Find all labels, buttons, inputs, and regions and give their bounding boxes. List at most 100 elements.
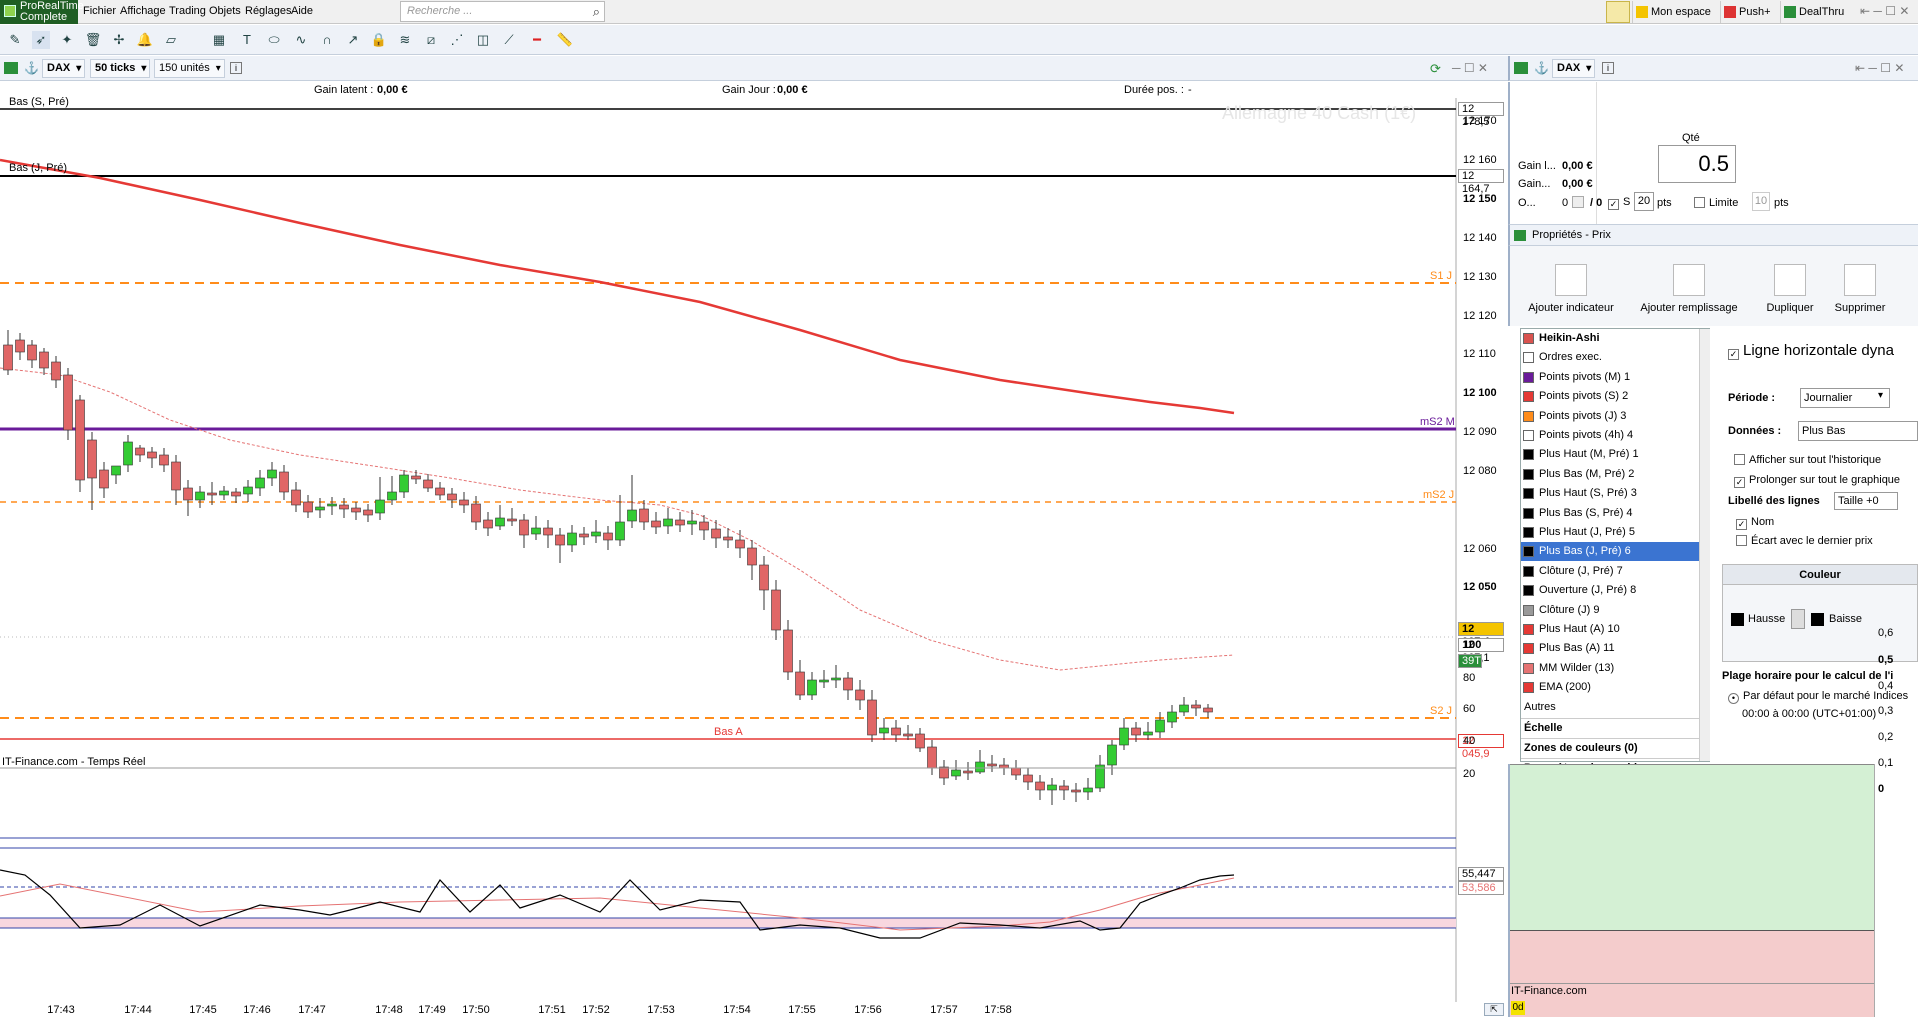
order-window-controls[interactable]: ⇤ ─ ☐ ✕: [1855, 61, 1905, 75]
list-item[interactable]: Plus Haut (J, Pré) 5: [1521, 523, 1699, 542]
list-item[interactable]: Plus Bas (S, Pré) 4: [1521, 504, 1699, 523]
arrow-icon[interactable]: ↗: [347, 32, 359, 47]
trash-icon[interactable]: 🗑: [84, 32, 102, 47]
info-icon[interactable]: i: [230, 62, 242, 74]
push-button[interactable]: Push+: [1720, 1, 1778, 23]
libelle-select[interactable]: Taille +0: [1834, 492, 1898, 510]
grid-icon[interactable]: ▦: [212, 32, 226, 47]
shape-icon[interactable]: ⬭: [268, 32, 280, 47]
list-item[interactable]: Points pivots (4h) 4: [1521, 426, 1699, 445]
duplicate-button[interactable]: Dupliquer: [1760, 264, 1820, 314]
list-item[interactable]: Plus Haut (S, Pré) 3: [1521, 484, 1699, 503]
link-colors-icon[interactable]: [1791, 609, 1805, 629]
bell-icon[interactable]: 🔔: [136, 32, 154, 47]
stop-checkbox[interactable]: ✓ S: [1608, 196, 1631, 210]
list-item[interactable]: Heikin-Ashi: [1521, 329, 1699, 348]
link-icon[interactable]: ⚓: [24, 61, 39, 75]
o-stepper[interactable]: [1572, 196, 1584, 208]
list-item[interactable]: Plus Haut (M, Pré) 1: [1521, 445, 1699, 464]
stop-input[interactable]: 20: [1634, 192, 1654, 211]
menu-reglages[interactable]: Réglages: [245, 5, 292, 17]
baisse-swatch[interactable]: [1811, 613, 1824, 626]
list-item[interactable]: Plus Haut (A) 10: [1521, 620, 1699, 639]
hausse-swatch[interactable]: [1731, 613, 1744, 626]
list-item[interactable]: Points pivots (J) 3: [1521, 407, 1699, 426]
alert-icon[interactable]: [1606, 1, 1630, 23]
search-input[interactable]: Recherche ... ⌕: [400, 1, 605, 22]
expand-icon[interactable]: ⇱: [1484, 1003, 1504, 1016]
add-fill-button[interactable]: Ajouter remplissage: [1636, 264, 1742, 314]
ruler-icon[interactable]: ◫: [476, 32, 490, 47]
fan-icon[interactable]: ⋰: [450, 32, 464, 47]
list-group[interactable]: Zones de couleurs (0): [1521, 737, 1699, 757]
afficher-checkbox[interactable]: Afficher sur tout l'historique: [1734, 454, 1881, 466]
chart-window-controls[interactable]: ─ ☐ ✕: [1452, 61, 1488, 75]
time-tick: 17:48: [375, 1004, 403, 1016]
settings-title-checkbox[interactable]: ✓ Ligne horizontale dyna: [1728, 342, 1894, 360]
list-item[interactable]: EMA (200): [1521, 678, 1699, 697]
list-group[interactable]: Échelle: [1521, 717, 1699, 737]
limite-checkbox[interactable]: Limite: [1694, 197, 1738, 209]
window-controls[interactable]: ⇤ ─ ☐ ✕: [1860, 4, 1910, 18]
menu-trading[interactable]: Trading: [169, 5, 206, 17]
units-select[interactable]: 150 unités: [154, 59, 225, 78]
chevron-down-icon[interactable]: ▾: [1878, 390, 1884, 401]
nom-checkbox[interactable]: ✓ Nom: [1736, 516, 1775, 530]
pencil-icon[interactable]: ✎: [9, 32, 21, 47]
order-info-icon[interactable]: i: [1602, 62, 1614, 74]
list-item[interactable]: Clôture (J, Pré) 7: [1521, 562, 1699, 581]
mon-espace-button[interactable]: Mon espace: [1632, 1, 1718, 23]
menu-objets[interactable]: Objets: [209, 5, 241, 17]
trend-line-icon[interactable]: ⟋: [504, 32, 514, 47]
limite-input[interactable]: 10: [1752, 192, 1770, 211]
list-item[interactable]: Points pivots (S) 2: [1521, 387, 1699, 406]
list-group[interactable]: Autres: [1524, 700, 1556, 713]
price-chart[interactable]: [0, 98, 1508, 1002]
defaut-radio[interactable]: • Par défaut pour le marché Indices: [1728, 690, 1908, 704]
qte-label: Qté: [1682, 132, 1700, 144]
list-scrollbar[interactable]: [1699, 329, 1710, 761]
qte-input[interactable]: 0.5: [1658, 145, 1736, 183]
list-item[interactable]: Clôture (J) 9: [1521, 601, 1699, 620]
wave-icon[interactable]: ∿: [295, 32, 307, 47]
horizontal-line-icon[interactable]: ━: [533, 32, 541, 47]
delete-button[interactable]: Supprimer: [1830, 264, 1890, 314]
order-instrument-select[interactable]: DAX: [1552, 59, 1596, 78]
list-item[interactable]: Plus Bas (A) 11: [1521, 639, 1699, 658]
refresh-icon[interactable]: ⟳: [1430, 61, 1441, 76]
eraser-icon[interactable]: ▱: [166, 32, 176, 47]
list-item[interactable]: Points pivots (M) 1: [1521, 368, 1699, 387]
list-item[interactable]: Plus Bas (J, Pré) 6: [1521, 542, 1699, 562]
magnet-icon[interactable]: ∩: [322, 32, 332, 47]
list-item[interactable]: Ordres exec.: [1521, 348, 1699, 367]
donnees-select[interactable]: Plus Bas: [1798, 421, 1918, 441]
instrument-select[interactable]: DAX: [42, 59, 86, 78]
list-item[interactable]: Plus Bas (M, Pré) 2: [1521, 465, 1699, 484]
chart-type-icon[interactable]: [4, 62, 18, 74]
object-list[interactable]: Heikin-Ashi Ordres exec. Points pivots (M)…: [1520, 328, 1710, 774]
crosshair-icon[interactable]: ✢: [113, 32, 125, 47]
menu-fichier[interactable]: Fichier: [83, 5, 117, 17]
list-item[interactable]: Ouverture (J, Pré) 8: [1521, 581, 1699, 600]
app-logo[interactable]: ProRealTime Complete: [0, 0, 84, 24]
ticks-select[interactable]: 50 ticks: [90, 59, 151, 78]
prolonger-checkbox[interactable]: ✓ Prolonger sur tout le graphique: [1734, 474, 1901, 488]
menu-aide[interactable]: Aide: [291, 5, 314, 17]
dealthru-button[interactable]: DealThru: [1780, 1, 1852, 23]
ecart-checkbox[interactable]: Écart avec le dernier prix: [1736, 535, 1873, 547]
corner-label[interactable]: 0d: [1511, 1001, 1525, 1015]
text-icon[interactable]: T: [243, 32, 251, 47]
periode-select[interactable]: Journalier: [1800, 388, 1890, 408]
cursor-icon[interactable]: ➶: [32, 31, 50, 49]
channel-icon[interactable]: ⧄: [426, 32, 436, 47]
order-link-icon[interactable]: ⚓: [1534, 61, 1549, 75]
measure-icon[interactable]: 📏: [556, 32, 574, 47]
search-icon[interactable]: ⌕: [592, 4, 600, 19]
list-item[interactable]: MM Wilder (13): [1521, 659, 1699, 678]
time-axis[interactable]: 17:43 17:44 17:45 17:46 17:47 17:48 17:49 17:50…: [0, 1002, 1456, 1017]
fibonacci-icon[interactable]: ≋: [399, 32, 411, 47]
menu-affichage[interactable]: Affichage: [120, 5, 166, 17]
lock-icon[interactable]: 🔒: [370, 32, 388, 47]
add-indicator-button[interactable]: Ajouter indicateur: [1526, 264, 1616, 314]
magic-wand-icon[interactable]: ✦: [61, 32, 73, 47]
